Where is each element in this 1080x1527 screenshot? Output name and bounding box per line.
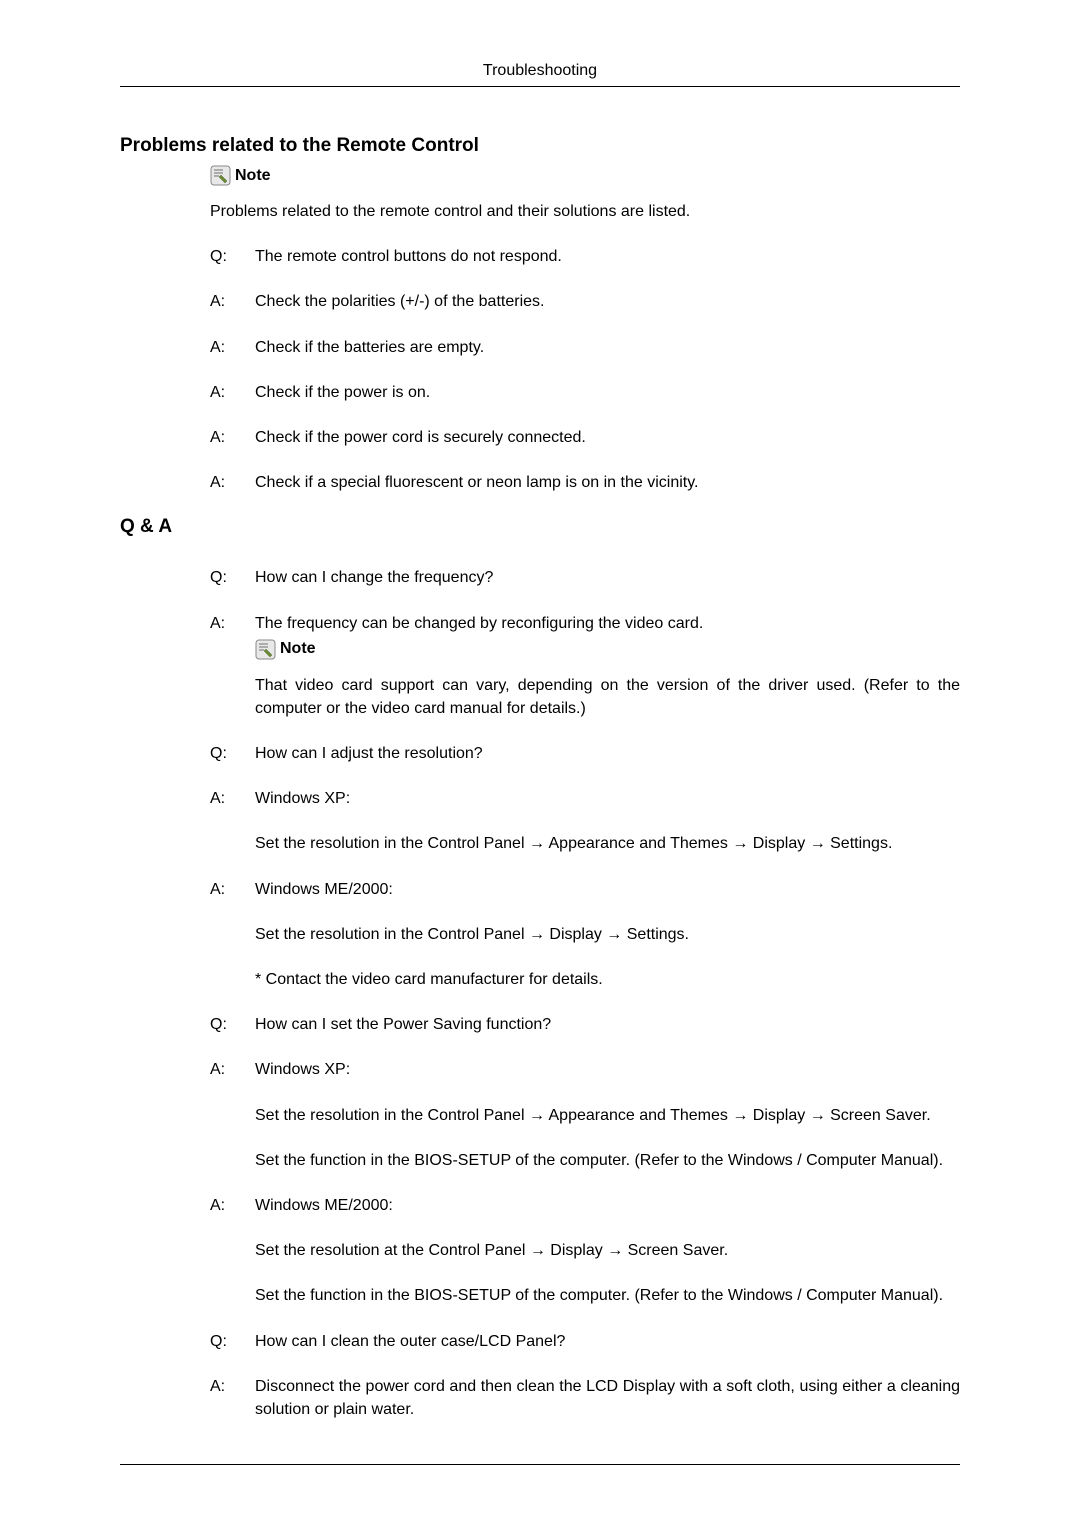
- continued-text: Set the resolution in the Control Panel …: [255, 1104, 960, 1127]
- qa-text: The remote control buttons do not respon…: [255, 245, 960, 268]
- qa-text: Windows ME/2000:: [255, 1194, 960, 1217]
- qa-item: A: Check if the power is on.: [210, 381, 960, 404]
- note-icon: [210, 165, 231, 186]
- qa-text: Windows XP:: [255, 787, 960, 810]
- qa-prefix: A:: [210, 1375, 255, 1421]
- continued-text: * Contact the video card manufacturer fo…: [255, 968, 960, 991]
- qa-text: How can I set the Power Saving function?: [255, 1013, 960, 1036]
- qa-item: Q: How can I adjust the resolution?: [210, 742, 960, 765]
- qa-item: Q: How can I clean the outer case/LCD Pa…: [210, 1330, 960, 1353]
- note-row: Note: [255, 639, 960, 660]
- qa-prefix: Q:: [210, 1330, 255, 1353]
- continued-text: Set the resolution at the Control Panel …: [255, 1239, 960, 1262]
- qa-prefix: A:: [210, 1058, 255, 1081]
- intro-text: Problems related to the remote control a…: [210, 200, 960, 223]
- qa-text: The frequency can be changed by reconfig…: [255, 612, 960, 635]
- continued-text: Set the function in the BIOS-SETUP of th…: [255, 1284, 960, 1307]
- qa-item: A: Disconnect the power cord and then cl…: [210, 1375, 960, 1421]
- section-heading-qa: Q & A: [120, 516, 960, 538]
- qa-text: Disconnect the power cord and then clean…: [255, 1375, 960, 1421]
- qa-prefix: A:: [210, 612, 255, 635]
- note-icon: [255, 639, 276, 660]
- qa-item: A: Windows ME/2000:: [210, 1194, 960, 1217]
- section-heading-remote: Problems related to the Remote Control: [120, 135, 960, 157]
- header-title: Troubleshooting: [483, 62, 597, 79]
- qa-prefix: A:: [210, 381, 255, 404]
- footer-rule: [120, 1464, 960, 1465]
- qa-item: A: Check if a special fluorescent or neo…: [210, 471, 960, 494]
- qa-item: A: The frequency can be changed by recon…: [210, 612, 960, 635]
- qa-prefix: Q:: [210, 245, 255, 268]
- qa-prefix: A:: [210, 1194, 255, 1217]
- qa-prefix: A:: [210, 471, 255, 494]
- qa-text: Check the polarities (+/-) of the batter…: [255, 290, 960, 313]
- continued-text: Set the resolution in the Control Panel …: [255, 923, 960, 946]
- qa-text: How can I adjust the resolution?: [255, 742, 960, 765]
- qa-item: A: Windows ME/2000:: [210, 878, 960, 901]
- note-label: Note: [235, 167, 271, 185]
- qa-prefix: A:: [210, 290, 255, 313]
- qa-prefix: A:: [210, 787, 255, 810]
- qa-prefix: A:: [210, 878, 255, 901]
- qa-text: Check if the batteries are empty.: [255, 336, 960, 359]
- qa-prefix: A:: [210, 426, 255, 449]
- qa-item: A: Check if the batteries are empty.: [210, 336, 960, 359]
- qa-prefix: A:: [210, 336, 255, 359]
- note-row: Note: [210, 165, 960, 186]
- note-label: Note: [280, 640, 316, 658]
- qa-text: Windows ME/2000:: [255, 878, 960, 901]
- qa-item: Q: How can I set the Power Saving functi…: [210, 1013, 960, 1036]
- qa-item: Q: The remote control buttons do not res…: [210, 245, 960, 268]
- qa-prefix: Q:: [210, 1013, 255, 1036]
- qa-text: How can I clean the outer case/LCD Panel…: [255, 1330, 960, 1353]
- qa-item: A: Windows XP:: [210, 787, 960, 810]
- note-text: That video card support can vary, depend…: [255, 674, 960, 720]
- qa-text: Windows XP:: [255, 1058, 960, 1081]
- qa-text: How can I change the frequency?: [255, 566, 960, 589]
- qa-text: Check if the power is on.: [255, 381, 960, 404]
- qa-item: A: Windows XP:: [210, 1058, 960, 1081]
- continued-text: Set the resolution in the Control Panel …: [255, 832, 960, 855]
- qa-item: Q: How can I change the frequency?: [210, 566, 960, 589]
- page-header: Troubleshooting: [120, 62, 960, 87]
- continued-text: Set the function in the BIOS-SETUP of th…: [255, 1149, 960, 1172]
- qa-text: Check if a special fluorescent or neon l…: [255, 471, 960, 494]
- qa-text: Check if the power cord is securely conn…: [255, 426, 960, 449]
- qa-prefix: Q:: [210, 566, 255, 589]
- qa-item: A: Check if the power cord is securely c…: [210, 426, 960, 449]
- qa-item: A: Check the polarities (+/-) of the bat…: [210, 290, 960, 313]
- qa-prefix: Q:: [210, 742, 255, 765]
